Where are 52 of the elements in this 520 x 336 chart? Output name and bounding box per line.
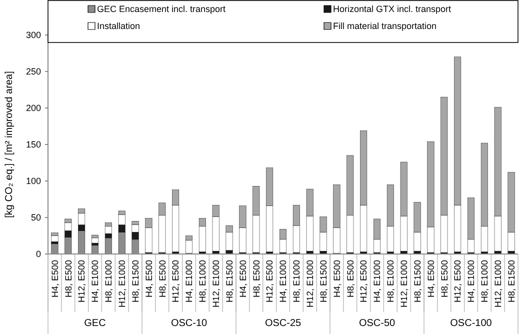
x-tick-label: H8, E1000	[198, 260, 208, 303]
legend-label: Horizontal GTX incl. transport	[333, 4, 452, 14]
x-tick-label: H4, E1000	[466, 260, 476, 303]
x-tick-label: H12, E1000	[117, 260, 128, 308]
y-tick-label: 0	[36, 249, 41, 260]
x-tick-label: H4, E1000	[90, 260, 100, 303]
x-tick-label: H12, E500	[264, 260, 275, 303]
legend-label: GEC Encasement incl. transport	[97, 4, 226, 14]
x-tick-label: H8, E500	[345, 260, 356, 298]
x-tick-label: H4, E500	[426, 260, 436, 298]
x-tick-label: H4, E1000	[278, 260, 288, 303]
x-tick-label: H12, E500	[76, 260, 87, 303]
x-tick-label: H4, E1000	[184, 260, 194, 303]
x-tick-label: H8, E1000	[104, 260, 114, 303]
x-tick-label: H4, E500	[332, 260, 342, 298]
x-tick-label: H12, E500	[452, 260, 463, 303]
legend-label: Fill material transportation	[333, 21, 437, 32]
y-tick-label: 100	[26, 176, 41, 186]
text: GEC	[84, 318, 106, 329]
x-tick-label: H8, E1500	[130, 260, 140, 303]
y-tick-label: 200	[26, 103, 41, 114]
y-tick-label: 250	[26, 66, 41, 77]
y-tick-label: 50	[30, 212, 41, 223]
legend-label: Installation	[97, 21, 140, 32]
x-tick-label: H8, E500	[251, 260, 262, 298]
y-tick-label: 300	[26, 30, 41, 40]
y-axis-title: [kg CO₂ eq.] / [m² improved area]	[4, 70, 15, 218]
x-tick-label: H8, E1000	[292, 260, 302, 303]
x-tick-label: H8, E500	[439, 260, 450, 298]
text: OSC-10	[170, 318, 208, 329]
x-tick-label: H8, E1500	[224, 260, 234, 303]
x-tick-label: H8, E1500	[412, 260, 422, 303]
x-tick-label: H12, E1000	[493, 260, 504, 308]
x-tick-label: H12, E1000	[305, 260, 316, 308]
x-tick-label: H12, E1000	[211, 260, 222, 308]
y-tick-label: 150	[26, 140, 41, 150]
x-tick-label: H4, E500	[238, 260, 248, 298]
x-tick-label: H12, E500	[170, 260, 181, 303]
text: OSC-50	[358, 318, 396, 329]
text: OSC-25	[264, 318, 302, 329]
x-tick-label: H8, E1000	[386, 260, 396, 303]
x-tick-label: H12, E1000	[399, 260, 410, 308]
x-tick-label: H8, E500	[157, 260, 168, 298]
x-tick-label: H8, E500	[63, 260, 74, 298]
x-tick-label: H8, E1500	[506, 260, 516, 303]
x-tick-label: H4, E1000	[372, 260, 382, 303]
x-tick-label: H8, E1500	[318, 260, 328, 303]
x-tick-label: H12, E500	[358, 260, 369, 303]
x-tick-label: H4, E500	[50, 260, 60, 298]
x-tick-label: H8, E1000	[480, 260, 490, 303]
x-tick-label: H4, E500	[144, 260, 154, 298]
text: OSC-100	[450, 318, 492, 329]
